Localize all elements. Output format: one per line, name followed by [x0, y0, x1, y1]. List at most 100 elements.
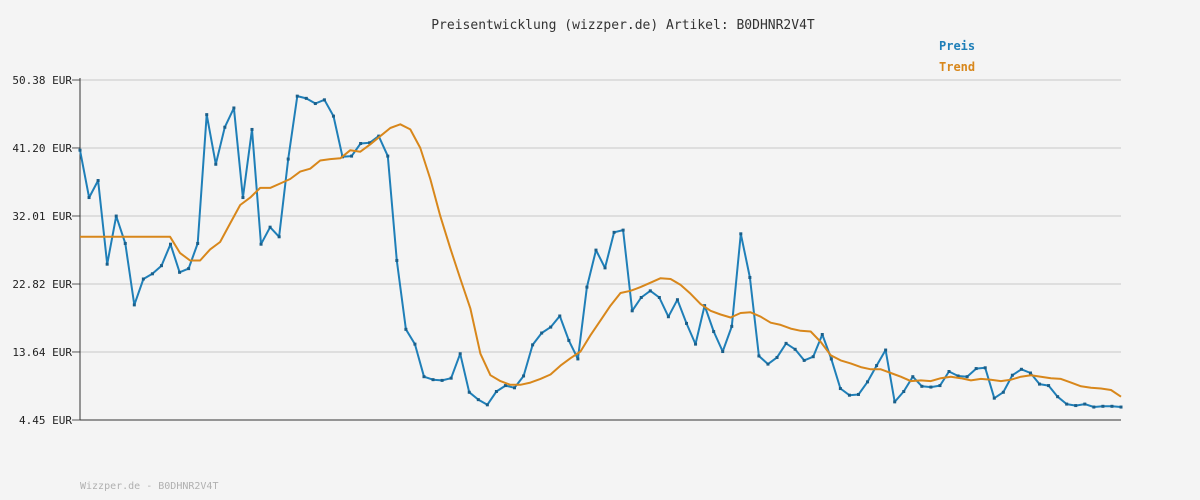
footer-credit: Wizzper.de - B0DHNR2V4T	[80, 481, 219, 492]
data-point-preis	[802, 358, 806, 362]
y-tick-label: 13.64 EUR	[12, 346, 72, 359]
data-point-preis	[531, 343, 535, 347]
data-point-preis	[458, 352, 462, 356]
data-point-preis	[331, 114, 335, 118]
data-point-preis	[829, 357, 833, 361]
data-point-preis	[494, 390, 498, 394]
data-point-preis	[567, 338, 571, 342]
data-point-preis	[78, 148, 82, 152]
data-point-preis	[395, 258, 399, 262]
data-point-preis	[974, 367, 978, 371]
data-point-preis	[205, 113, 209, 117]
data-point-preis	[259, 242, 263, 246]
data-point-preis	[413, 342, 417, 346]
data-point-preis	[992, 396, 996, 400]
data-point-preis	[1083, 402, 1087, 406]
data-point-preis	[549, 325, 553, 329]
data-point-preis	[1101, 404, 1105, 408]
data-point-preis	[712, 330, 716, 334]
data-point-preis	[1001, 390, 1005, 394]
data-point-preis	[522, 374, 526, 378]
data-point-preis	[123, 241, 127, 245]
data-point-preis	[503, 384, 507, 388]
data-point-preis	[1010, 373, 1014, 377]
data-point-preis	[513, 386, 517, 390]
data-point-preis	[485, 403, 489, 407]
data-point-preis	[304, 96, 308, 100]
data-point-preis	[739, 232, 743, 236]
data-point-preis	[368, 141, 372, 145]
legend-entry-trend: Trend	[939, 60, 976, 74]
data-point-preis	[141, 277, 145, 281]
data-point-preis	[666, 315, 670, 319]
data-point-preis	[603, 266, 607, 270]
data-point-preis	[322, 98, 326, 102]
data-point-preis	[187, 267, 191, 271]
data-point-preis	[295, 94, 299, 98]
data-point-preis	[359, 142, 363, 146]
data-point-preis	[684, 321, 688, 325]
data-point-preis	[96, 179, 100, 183]
chart-title: Preisentwicklung (wizzper.de) Artikel: B…	[431, 18, 815, 33]
series-line-trend	[80, 123, 1122, 398]
data-point-preis	[87, 196, 91, 200]
data-point-preis	[657, 295, 661, 299]
data-point-preis	[178, 270, 182, 274]
data-point-preis	[476, 398, 480, 402]
data-point-preis	[730, 324, 734, 328]
data-point-preis	[386, 154, 390, 158]
data-point-preis	[250, 127, 254, 131]
data-point-preis	[929, 385, 933, 389]
data-point-preis	[983, 366, 987, 370]
data-point-preis	[467, 390, 471, 394]
data-point-preis	[630, 309, 634, 313]
data-point-preis	[621, 228, 625, 232]
data-point-preis	[286, 157, 290, 161]
data-point-preis	[277, 235, 281, 239]
data-point-preis	[1028, 371, 1032, 375]
data-point-preis	[639, 295, 643, 299]
data-point-preis	[350, 154, 354, 158]
data-point-preis	[169, 242, 173, 246]
y-tick-label: 4.45 EUR	[19, 414, 72, 427]
data-point-preis	[675, 298, 679, 302]
data-point-preis	[766, 362, 770, 366]
data-point-preis	[811, 355, 815, 359]
series-line-preis	[79, 95, 1122, 408]
data-point-preis	[748, 276, 752, 280]
data-point-preis	[1092, 405, 1096, 409]
data-point-preis	[1047, 384, 1051, 388]
data-point-preis	[540, 331, 544, 335]
data-point-preis	[1038, 382, 1042, 386]
data-point-preis	[775, 355, 779, 359]
data-point-preis	[196, 241, 200, 245]
data-point-preis	[214, 162, 218, 166]
data-point-preis	[558, 314, 562, 318]
data-point-preis	[938, 384, 942, 388]
data-point-preis	[105, 262, 109, 266]
data-point-preis	[694, 342, 698, 346]
data-point-preis	[159, 264, 163, 268]
data-point-preis	[893, 400, 897, 404]
data-point-preis	[902, 390, 906, 394]
data-point-preis	[404, 327, 408, 331]
data-point-preis	[956, 374, 960, 378]
legend-entry-preis: Preis	[939, 39, 976, 53]
data-point-preis	[585, 285, 589, 289]
data-point-preis	[856, 392, 860, 396]
data-point-preis	[612, 230, 616, 234]
data-point-preis	[1019, 367, 1023, 371]
data-point-preis	[920, 384, 924, 388]
data-point-preis	[820, 333, 824, 337]
data-point-preis	[1056, 395, 1060, 399]
data-point-preis	[132, 303, 136, 307]
data-point-preis	[594, 248, 598, 252]
data-point-preis	[757, 354, 761, 358]
data-point-preis	[449, 376, 453, 380]
data-point-preis	[875, 364, 879, 368]
data-point-preis	[268, 225, 272, 229]
data-point-preis	[911, 375, 915, 379]
data-point-preis	[847, 393, 851, 397]
data-point-preis	[793, 347, 797, 351]
